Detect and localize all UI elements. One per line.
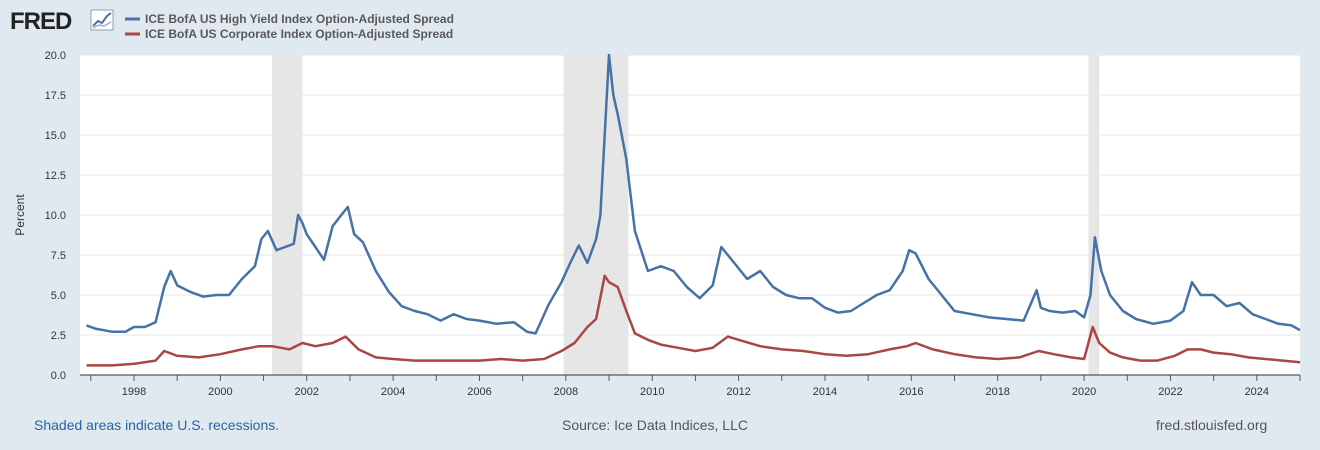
x-tick-label-2020: 2020	[1072, 386, 1096, 398]
recession-note: Shaded areas indicate U.S. recessions.	[34, 417, 280, 433]
x-tick-label-2006: 2006	[467, 386, 491, 398]
fred-logo-text: FRED	[10, 8, 72, 35]
x-tick-label-2010: 2010	[640, 386, 664, 398]
fred-logo-graph-icon	[90, 9, 114, 31]
x-tick-label-2014: 2014	[813, 386, 837, 398]
series-lines	[86, 53, 1301, 367]
y-tick-label-2: 5.0	[51, 290, 66, 302]
y-tick-label-6: 15.0	[45, 130, 66, 142]
x-tick-label-2008: 2008	[554, 386, 578, 398]
y-tick-label-7: 17.5	[45, 90, 66, 102]
legend-label-corporate: ICE BofA US Corporate Index Option-Adjus…	[145, 27, 453, 41]
y-tick-label-8: 20.0	[45, 50, 66, 62]
source-note: Source: Ice Data Indices, LLC	[562, 417, 748, 433]
series-line-high-yield	[86, 53, 1301, 335]
y-tick-label-5: 12.5	[45, 170, 66, 182]
x-tick-label-2024: 2024	[1245, 386, 1269, 398]
x-tick-label-2002: 2002	[294, 386, 318, 398]
chart-legend: ICE BofA US High Yield Index Option-Adju…	[125, 12, 454, 41]
series-line-corporate	[86, 274, 1301, 367]
y-tick-label-0: 0.0	[51, 370, 66, 382]
y-tick-label-4: 10.0	[45, 210, 66, 222]
axes: 0.0 2.5 5.0 7.5 10.0 12.5 15.0 17.5 20.0 1998 2000…	[45, 50, 1301, 398]
x-tick-label-2000: 2000	[208, 386, 232, 398]
x-tick-label-2022: 2022	[1158, 386, 1182, 398]
y-tick-label-3: 7.5	[51, 250, 66, 262]
x-tick-label-2012: 2012	[726, 386, 750, 398]
site-link[interactable]: fred.stlouisfed.org	[1156, 417, 1268, 433]
x-tick-label-2018: 2018	[985, 386, 1009, 398]
x-tick-label-2016: 2016	[899, 386, 923, 398]
x-tick-label-1998: 1998	[122, 386, 146, 398]
fred-logo[interactable]: FRED	[10, 8, 114, 35]
y-axis-label: Percent	[13, 194, 27, 236]
grid-lines	[80, 54, 1300, 336]
x-tick-label-2004: 2004	[381, 386, 405, 398]
y-tick-label-1: 2.5	[51, 330, 66, 342]
legend-label-high-yield: ICE BofA US High Yield Index Option-Adju…	[145, 12, 454, 26]
